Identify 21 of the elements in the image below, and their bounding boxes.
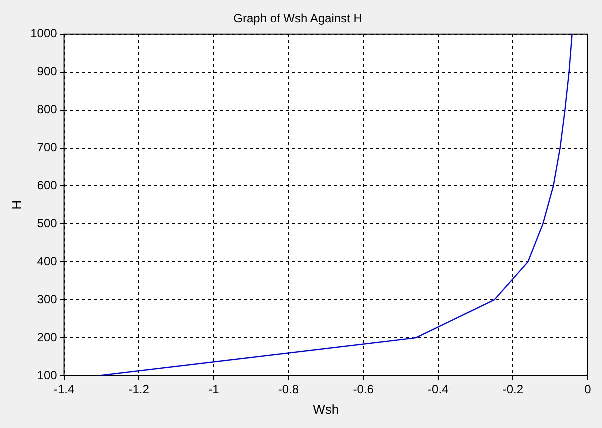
y-tick-label: 500 bbox=[37, 216, 58, 230]
y-tick-label: 900 bbox=[37, 64, 58, 79]
x-tick-label: -1 bbox=[208, 382, 220, 397]
y-tick-label: 1000 bbox=[30, 26, 58, 41]
x-tick-label: -0.6 bbox=[353, 382, 374, 397]
x-axis-title: Wsh bbox=[313, 402, 340, 417]
y-axis-title: H bbox=[9, 200, 24, 210]
x-tick-label: -1.2 bbox=[128, 382, 150, 397]
y-tick-label: 800 bbox=[37, 102, 58, 117]
x-tick-label: -1.4 bbox=[54, 382, 75, 397]
y-tick-label: 200 bbox=[37, 330, 58, 344]
y-tick-label: 700 bbox=[37, 140, 58, 155]
x-tick-label: 0 bbox=[584, 382, 592, 397]
x-tick-label: -0.2 bbox=[502, 382, 524, 397]
x-tick-label: -0.4 bbox=[428, 382, 450, 397]
y-tick-label: 600 bbox=[37, 178, 58, 193]
y-tick-label: 400 bbox=[37, 254, 58, 268]
y-tick-label: 100 bbox=[37, 368, 58, 382]
y-tick-label: 300 bbox=[37, 292, 58, 306]
x-tick-label: -0.8 bbox=[278, 382, 300, 397]
chart-title: Graph of Wsh Against H bbox=[234, 12, 362, 26]
